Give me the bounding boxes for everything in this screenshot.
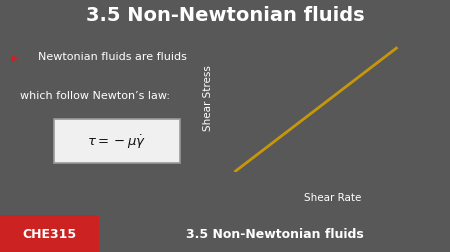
Text: 3.5 Non-Newtonian fluids: 3.5 Non-Newtonian fluids xyxy=(185,227,364,240)
Text: 3.5 Non-Newtonian fluids: 3.5 Non-Newtonian fluids xyxy=(86,7,365,25)
Text: Shear Stress: Shear Stress xyxy=(203,65,213,130)
FancyBboxPatch shape xyxy=(0,215,99,252)
Text: $\tau = -\mu\dot{\gamma}$: $\tau = -\mu\dot{\gamma}$ xyxy=(87,132,147,150)
Text: which follow Newton’s law:: which follow Newton’s law: xyxy=(20,91,170,101)
Text: Shear Rate: Shear Rate xyxy=(304,192,362,202)
Text: CHE315: CHE315 xyxy=(22,227,76,240)
FancyBboxPatch shape xyxy=(54,120,180,164)
Text: Newtonian fluids are fluids: Newtonian fluids are fluids xyxy=(38,52,187,62)
Text: ▶: ▶ xyxy=(11,52,19,62)
